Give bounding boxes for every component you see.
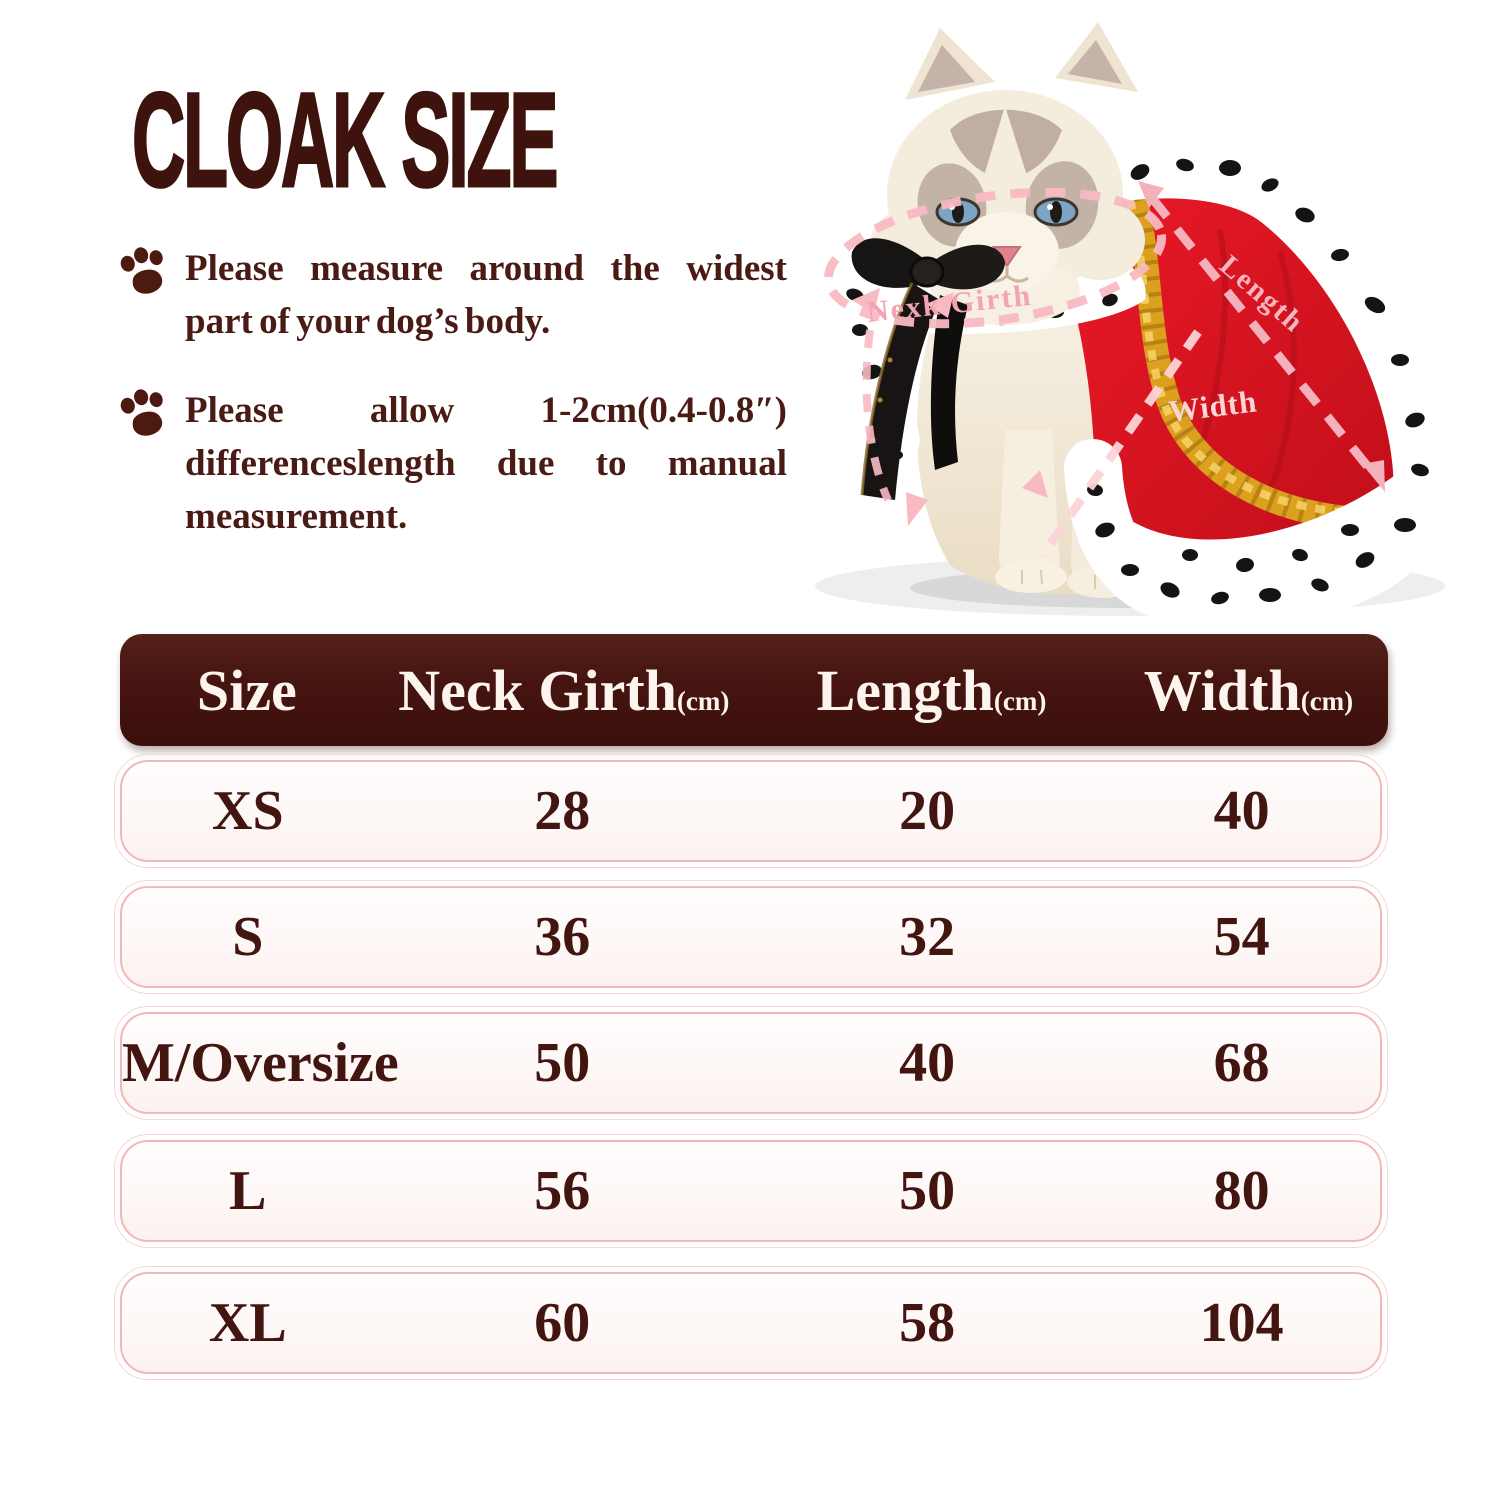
cell-length: 50 bbox=[899, 1160, 956, 1222]
header-neck-girth: Neck Girth(cm) bbox=[398, 657, 730, 723]
note-measure-text: Please measure around the widest part of… bbox=[185, 242, 787, 348]
paw-icon bbox=[120, 389, 163, 436]
table-row: XS 28 20 40 bbox=[114, 754, 1388, 868]
arrow-left-icon bbox=[852, 288, 880, 314]
table-row: XL 60 58 104 bbox=[114, 1266, 1388, 1380]
cell-width: 54 bbox=[1213, 906, 1270, 968]
note-line: Please measure around the widest bbox=[185, 248, 787, 289]
note-line: Please allow 1-2cm(0.4-0.8″) bbox=[185, 390, 787, 431]
cell-size: M/Oversize bbox=[122, 1032, 399, 1094]
cell-neck-girth: 36 bbox=[534, 906, 591, 968]
cell-width: 68 bbox=[1213, 1032, 1270, 1094]
arrow-down-icon bbox=[1022, 470, 1048, 498]
header-length: Length(cm) bbox=[816, 657, 1047, 723]
width-dashed-line bbox=[1038, 329, 1202, 559]
cell-size: S bbox=[232, 906, 264, 968]
cell-size: XS bbox=[212, 780, 284, 842]
header-width: Width(cm) bbox=[1143, 657, 1354, 723]
arrow-down-icon bbox=[1362, 460, 1385, 492]
table-row: S 36 32 54 bbox=[114, 880, 1388, 994]
cell-width: 104 bbox=[1199, 1292, 1284, 1354]
cat-eyes bbox=[935, 197, 1079, 227]
table-row: M/Oversize 50 40 68 bbox=[114, 1006, 1388, 1120]
note-tolerance-text: Please allow 1-2cm(0.4-0.8″) differences… bbox=[185, 384, 787, 543]
cat-in-royal-cloak-photo: Nexk Girth Length Width bbox=[811, 22, 1452, 628]
note-tolerance: Please allow 1-2cm(0.4-0.8″) differences… bbox=[118, 384, 790, 543]
arrow-down-icon bbox=[906, 492, 928, 526]
note-line: measurement. bbox=[185, 496, 408, 537]
cell-length: 32 bbox=[899, 906, 956, 968]
arrow-left-icon bbox=[926, 292, 954, 318]
cell-neck-girth: 50 bbox=[534, 1032, 591, 1094]
cell-width: 80 bbox=[1213, 1160, 1270, 1222]
table-row: L 56 50 80 bbox=[114, 1134, 1388, 1248]
header-size: Size bbox=[196, 657, 297, 723]
cell-neck-girth: 56 bbox=[534, 1160, 591, 1222]
table-header: Size Neck Girth(cm) Length(cm) Width(cm) bbox=[120, 634, 1388, 746]
cell-width: 40 bbox=[1213, 780, 1270, 842]
cell-size: L bbox=[229, 1160, 267, 1222]
cell-neck-girth: 28 bbox=[534, 780, 591, 842]
cell-length: 20 bbox=[899, 780, 956, 842]
note-measure: Please measure around the widest part of… bbox=[118, 242, 790, 348]
cell-length: 58 bbox=[899, 1292, 956, 1354]
neck-girth-dashed-ellipse bbox=[823, 187, 1167, 329]
note-line: part of your dog’s body. bbox=[185, 301, 551, 342]
arrow-up-icon bbox=[1138, 181, 1164, 208]
length-dashed-line bbox=[1148, 195, 1376, 475]
page-title: CLOAK SIZE bbox=[131, 66, 559, 215]
bow-ribbon bbox=[851, 238, 1005, 500]
cell-neck-girth: 60 bbox=[534, 1292, 591, 1354]
cell-length: 40 bbox=[899, 1032, 956, 1094]
paw-icon bbox=[120, 247, 163, 294]
cell-size: XL bbox=[208, 1292, 287, 1354]
note-line: differenceslength due to manual bbox=[185, 443, 787, 484]
